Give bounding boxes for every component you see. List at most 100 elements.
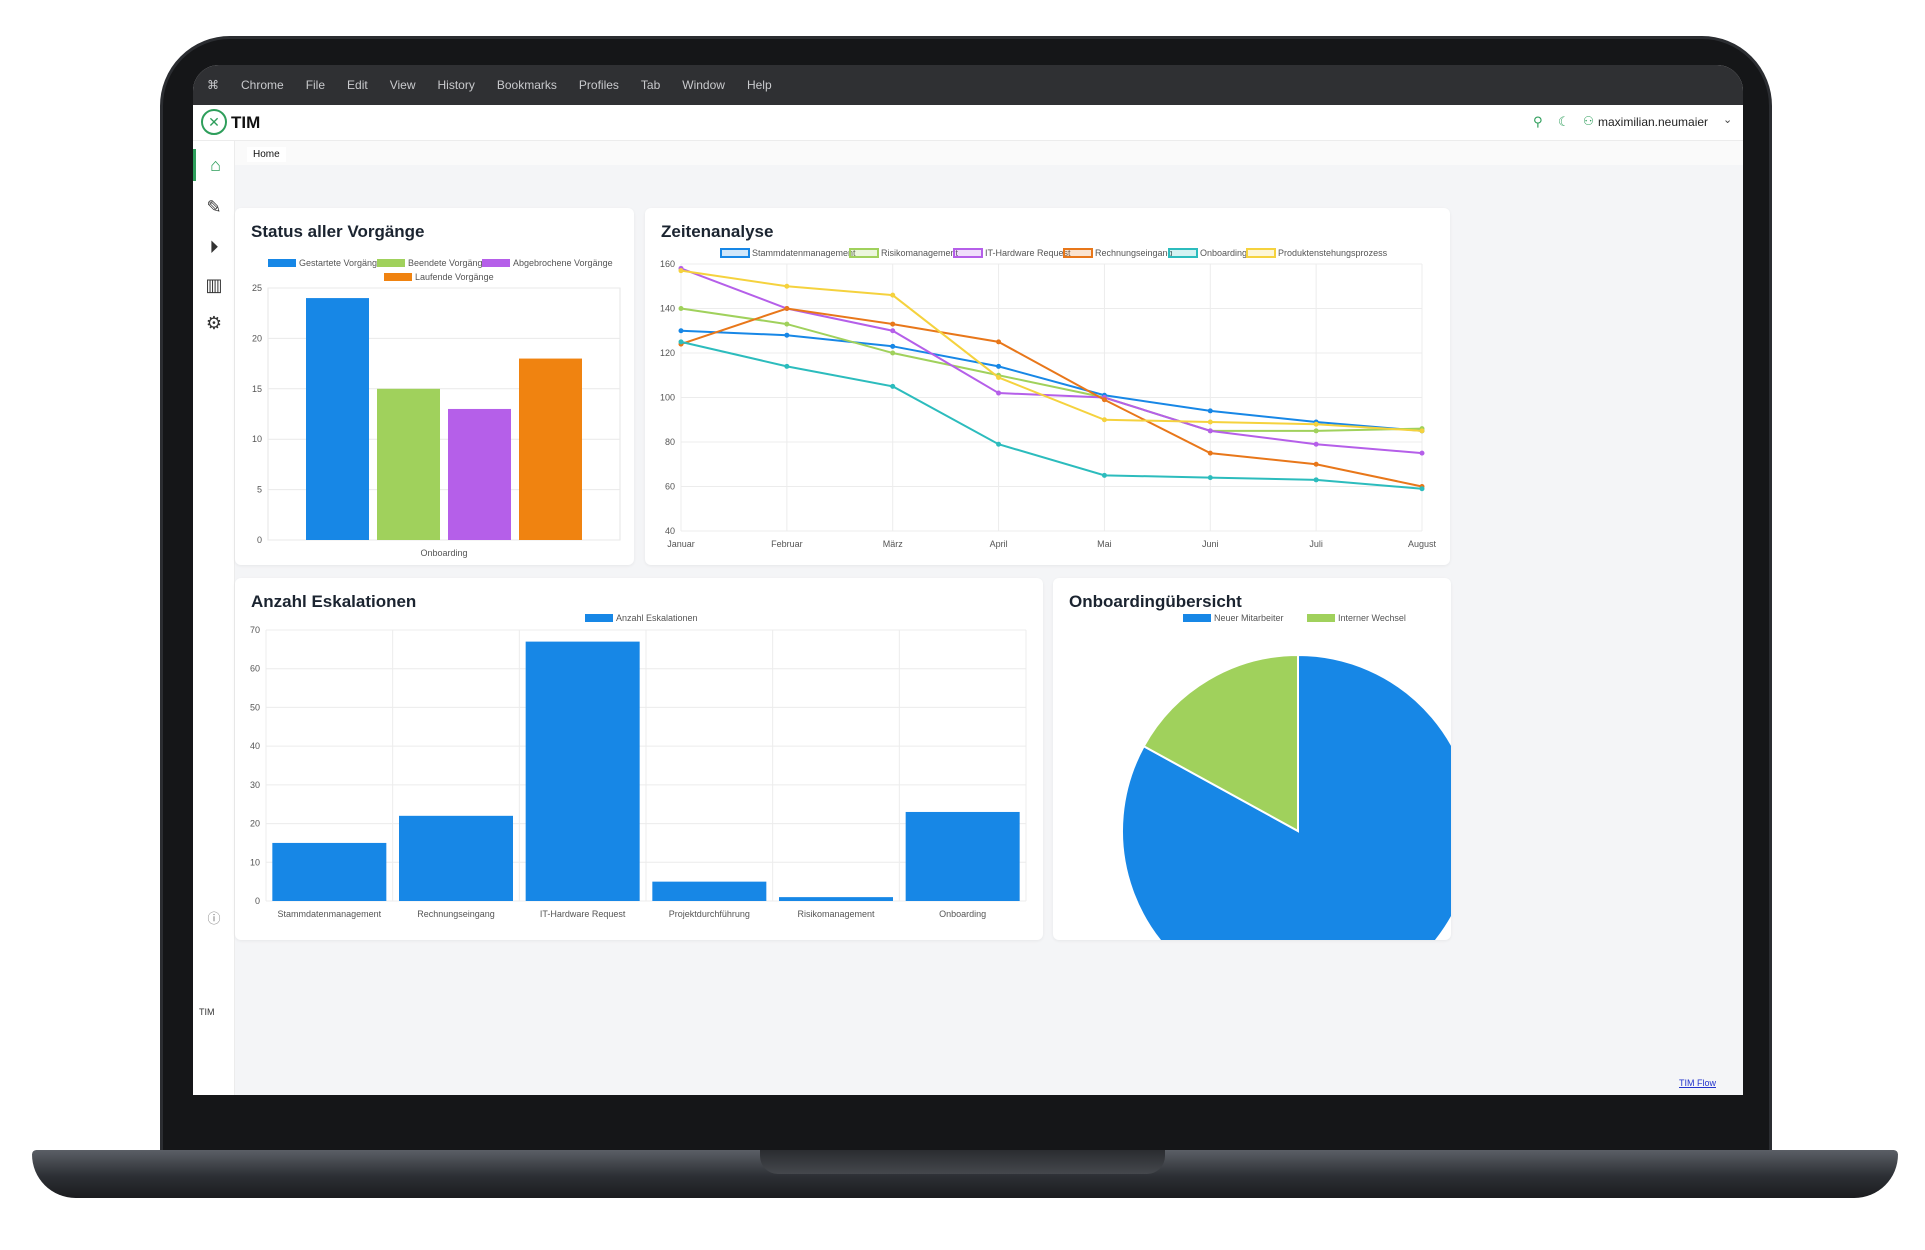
- data-point: [1101, 472, 1107, 478]
- x-tick-label: Stammdatenmanagement: [278, 909, 382, 919]
- y-tick-label: 70: [250, 625, 260, 635]
- x-tick-label: Februar: [771, 539, 803, 549]
- menu-history[interactable]: History: [437, 78, 475, 92]
- bar-chart-icon[interactable]: ▥: [205, 274, 223, 295]
- legend-label: Onboarding: [1200, 248, 1247, 258]
- data-point: [1419, 428, 1425, 434]
- data-point: [996, 441, 1002, 447]
- data-point: [890, 292, 896, 298]
- legend-swatch: [384, 273, 412, 281]
- legend-label: Neuer Mitarbeiter: [1214, 613, 1284, 623]
- y-tick-label: 10: [250, 857, 260, 867]
- x-tick-label: August: [1408, 539, 1437, 549]
- y-tick-label: 60: [665, 482, 675, 492]
- menu-tab[interactable]: Tab: [640, 78, 661, 92]
- user-menu[interactable]: maximilian.neumaier: [1598, 115, 1709, 129]
- data-point: [890, 321, 896, 327]
- series-line: [680, 329, 1423, 432]
- breadcrumb[interactable]: Home: [247, 147, 286, 162]
- menu-window[interactable]: Window: [682, 78, 725, 92]
- series-line: [680, 269, 1423, 432]
- legend-label: Anzahl Eskalationen: [616, 613, 698, 623]
- menu-chrome[interactable]: Chrome: [241, 78, 284, 92]
- data-point: [890, 328, 896, 334]
- menu-help[interactable]: Help: [746, 78, 772, 92]
- eskalationen-title: Anzahl Eskalationen: [251, 592, 417, 611]
- bar: [905, 811, 1020, 901]
- data-point: [1419, 450, 1425, 456]
- data-point: [1207, 450, 1213, 456]
- data-point: [1207, 428, 1213, 434]
- legend-label: Gestartete Vorgänge: [299, 258, 382, 268]
- menu-bookmarks[interactable]: Bookmarks: [496, 78, 557, 92]
- gear-icon[interactable]: ⚙: [205, 312, 223, 333]
- data-point: [1207, 419, 1213, 425]
- series-line: [680, 267, 1423, 455]
- moon-icon[interactable]: ☾: [1558, 114, 1570, 129]
- footer-link[interactable]: TIM Flow: [1679, 1078, 1716, 1088]
- screen: ⌘ Chrome File Edit View History Bookmark…: [193, 65, 1743, 1095]
- x-tick-label: Mai: [1097, 539, 1112, 549]
- legend-swatch: [720, 248, 750, 258]
- y-tick-label: 25: [252, 283, 262, 293]
- x-tick-label: Projektdurchführung: [669, 909, 750, 919]
- series-line: [680, 340, 1423, 490]
- legend-swatch: [849, 248, 879, 258]
- status-card: Status aller Vorgänge 0 5 10 15 20 25 Gestarte…: [235, 208, 634, 565]
- chevron-down-icon[interactable]: ⌄: [1723, 114, 1733, 126]
- pie-slice: [1121, 653, 1451, 940]
- pie-slice: [1142, 653, 1299, 833]
- menu-edit[interactable]: Edit: [347, 78, 368, 92]
- user-icon: ⚇: [1583, 114, 1594, 128]
- legend-swatch: [1246, 248, 1276, 258]
- y-tick-label: 140: [660, 304, 675, 314]
- data-point: [1207, 408, 1213, 414]
- data-point: [678, 268, 684, 274]
- data-point: [678, 328, 684, 334]
- menu-profiles[interactable]: Profiles: [578, 78, 619, 92]
- legend-label: Abgebrochene Vorgänge: [513, 258, 613, 268]
- data-point: [1313, 441, 1319, 447]
- y-tick-label: 10: [252, 434, 262, 444]
- data-point: [996, 374, 1002, 380]
- legend-label: Stammdatenmanagement: [752, 248, 856, 258]
- data-point: [784, 321, 790, 327]
- apple-icon[interactable]: ⌘: [207, 78, 219, 92]
- menu-view[interactable]: View: [389, 78, 416, 92]
- y-tick-label: 60: [250, 664, 260, 674]
- y-tick-label: 120: [660, 348, 675, 358]
- laptop-notch: [760, 1150, 1165, 1174]
- app-header: ✕ TIM ⚲ ☾ ⚇ maximilian.neumaier ⌄: [193, 105, 1743, 141]
- tim-logo-icon[interactable]: ✕: [201, 109, 227, 135]
- data-point: [1419, 486, 1425, 492]
- pencil-icon[interactable]: ✎: [206, 196, 222, 217]
- y-tick-label: 30: [250, 780, 260, 790]
- y-tick-label: 160: [660, 259, 675, 269]
- y-tick-label: 50: [250, 702, 260, 712]
- info-icon[interactable]: ⓘ: [207, 910, 221, 926]
- y-tick-label: 40: [250, 741, 260, 751]
- y-tick-label: 100: [660, 393, 675, 403]
- data-point: [1313, 477, 1319, 483]
- legend-swatch: [377, 259, 405, 267]
- home-icon[interactable]: ⌂: [193, 149, 235, 181]
- series-line: [680, 307, 1423, 488]
- menu-file[interactable]: File: [305, 78, 326, 92]
- zeiten-card: Zeitenanalyse 40 60 80 100 120 140 160 Januar Fe…: [645, 208, 1450, 565]
- y-tick-label: 15: [252, 384, 262, 394]
- main-content: Home Status aller Vorgänge 0 5 10 15 20 25 Ges…: [235, 141, 1743, 1095]
- x-tick-label: Onboarding: [939, 909, 986, 919]
- breadcrumb-bar: Home: [235, 141, 1743, 165]
- onboarding-title: Onboardingübersicht: [1069, 592, 1242, 611]
- data-point: [890, 343, 896, 349]
- bar: [377, 388, 440, 540]
- play-circle-icon[interactable]: ⏵: [209, 236, 219, 257]
- app-name: TIM: [231, 113, 261, 132]
- search-icon[interactable]: ⚲: [1533, 114, 1543, 129]
- y-tick-label: 20: [252, 333, 262, 343]
- bar: [519, 358, 582, 540]
- zeiten-title: Zeitenanalyse: [661, 222, 774, 241]
- legend-swatch: [482, 259, 510, 267]
- data-point: [678, 339, 684, 345]
- bar: [525, 641, 640, 901]
